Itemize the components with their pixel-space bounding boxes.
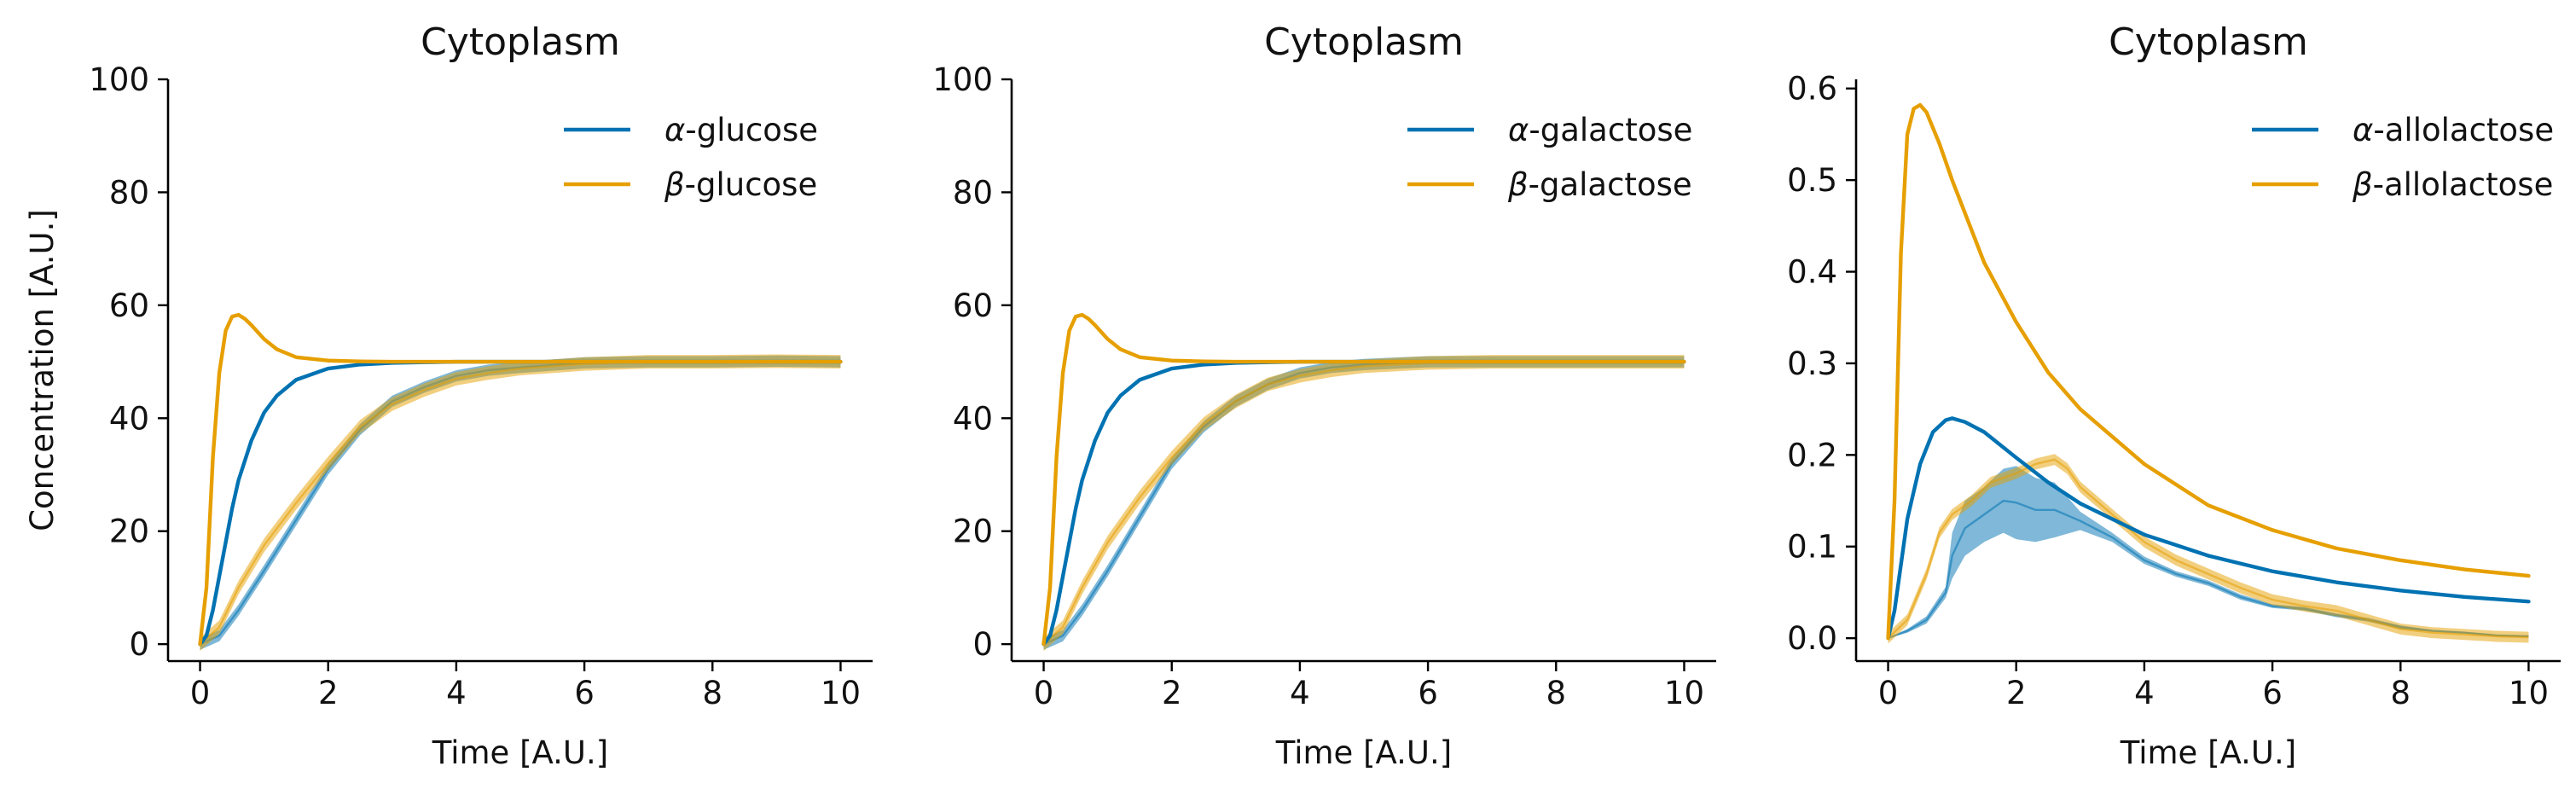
x-tick-label: 6 xyxy=(1418,675,1438,711)
y-axis-title: Concentration [A.U.] xyxy=(24,209,61,531)
y-tick-label: 0.5 xyxy=(1787,162,1837,199)
legend-label: α-allolactose xyxy=(2353,112,2554,148)
legend-label: β-allolactose xyxy=(2352,166,2553,203)
x-tick-label: 4 xyxy=(2134,675,2155,711)
legend-label: α-glucose xyxy=(664,112,818,148)
y-tick-label: 0.0 xyxy=(1787,620,1837,657)
legend-label-greek: β xyxy=(1507,166,1529,203)
y-tick-label: 0 xyxy=(972,626,993,663)
x-tick-label: 10 xyxy=(2509,675,2549,711)
y-tick-label: 100 xyxy=(89,61,149,98)
y-tick-label: 40 xyxy=(109,400,149,437)
x-tick-label: 4 xyxy=(1290,675,1310,711)
x-tick-label: 8 xyxy=(1546,675,1566,711)
y-tick-label: 40 xyxy=(953,400,993,437)
chart-title: Cytoplasm xyxy=(2109,20,2308,64)
chart-title: Cytoplasm xyxy=(1264,20,1464,64)
series-model-1-line xyxy=(198,312,843,647)
chart-panel-allolactose: Cytoplasm 0 2 4 6 8 10 0.0 0.1 0.2 0.3 0.4 0.5 0.6 Tim… xyxy=(1787,20,2561,771)
legend-label: β-glucose xyxy=(664,166,817,203)
legend-label-text: -galactose xyxy=(1529,166,1692,203)
x-axis-title: Time [A.U.] xyxy=(2120,734,2296,771)
legend-label-text: -glucose xyxy=(685,166,818,203)
x-tick-label: 2 xyxy=(1162,675,1182,711)
legend-label: α-galactose xyxy=(1508,112,1692,148)
y-tick-label: 60 xyxy=(109,287,149,324)
series-model-1-line xyxy=(1886,102,2531,641)
legend-label-greek: β xyxy=(664,166,685,203)
x-axis-title: Time [A.U.] xyxy=(432,734,608,771)
series-simulation-3-line xyxy=(199,360,841,646)
x-tick-label: 8 xyxy=(702,675,722,711)
x-tick-label: 0 xyxy=(1034,675,1054,711)
x-tick-label: 10 xyxy=(821,675,861,711)
x-tick-label: 2 xyxy=(318,675,339,711)
y-tick-label: 0.1 xyxy=(1787,529,1837,566)
series-model-0-line xyxy=(1886,416,2531,641)
y-tick-label: 0.4 xyxy=(1787,254,1837,291)
x-tick-label: 10 xyxy=(1664,675,1704,711)
y-tick-label: 0.2 xyxy=(1787,437,1837,473)
legend-label-text: -galactose xyxy=(1529,112,1692,148)
legend-label-greek: β xyxy=(2352,166,2373,203)
legend-label-greek: α xyxy=(2353,112,2373,148)
x-tick-label: 6 xyxy=(2262,675,2283,711)
series-simulation-3-band xyxy=(1888,454,2529,644)
y-tick-label: 20 xyxy=(953,514,993,550)
x-tick-label: 0 xyxy=(190,675,211,711)
y-tick-label: 0.6 xyxy=(1787,71,1837,107)
x-axis-title: Time [A.U.] xyxy=(1275,734,1452,771)
legend-label-text: -glucose xyxy=(685,112,818,148)
legend-label-text: -allolactose xyxy=(2373,166,2554,203)
y-tick-label: 0 xyxy=(129,626,149,663)
series-simulation-3-band xyxy=(1043,355,1685,652)
y-tick-label: 100 xyxy=(932,61,993,98)
series-simulation-3-band xyxy=(200,354,841,652)
legend-label-greek: α xyxy=(1508,112,1529,148)
y-tick-label: 80 xyxy=(953,174,993,211)
series-model-1-line xyxy=(1041,312,1686,647)
chart-title: Cytoplasm xyxy=(421,20,620,64)
legend-label: β-galactose xyxy=(1507,166,1692,203)
x-tick-label: 2 xyxy=(2006,675,2027,711)
x-tick-label: 6 xyxy=(574,675,595,711)
y-tick-label: 60 xyxy=(953,287,993,324)
x-tick-label: 0 xyxy=(1878,675,1899,711)
y-tick-label: 20 xyxy=(109,514,149,550)
y-tick-label: 80 xyxy=(109,174,149,211)
y-tick-label: 0.3 xyxy=(1787,345,1837,382)
legend-label-text: -allolactose xyxy=(2373,112,2554,148)
x-tick-label: 8 xyxy=(2390,675,2411,711)
legend-label-greek: α xyxy=(664,112,685,148)
x-tick-label: 4 xyxy=(446,675,467,711)
